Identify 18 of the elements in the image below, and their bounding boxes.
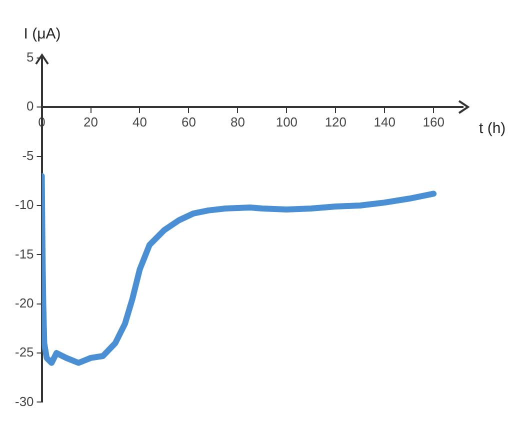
x-tick-label: 140 [374,114,396,130]
y-tick-label: 5 [26,50,34,65]
y-axis-title: I (μA) [24,26,61,43]
x-tick-label: 40 [132,114,147,130]
x-tick-label: 80 [230,114,245,130]
x-tick-label: 160 [422,114,444,130]
y-tick-label: -15 [14,246,34,262]
x-tick-label: 100 [276,114,298,130]
y-tick-label: -5 [22,148,34,163]
y-tick-label: -30 [14,394,34,409]
y-tick-label: 0 [26,98,34,114]
y-tick-label: -10 [14,197,34,212]
y-tick-label: -25 [14,344,34,360]
x-tick-label: 120 [324,114,347,130]
x-tick-label: 20 [84,114,98,130]
y-tick-label: -20 [14,295,34,310]
x-axis-title: t (h) [479,120,506,137]
x-tick-label: 60 [181,114,196,130]
